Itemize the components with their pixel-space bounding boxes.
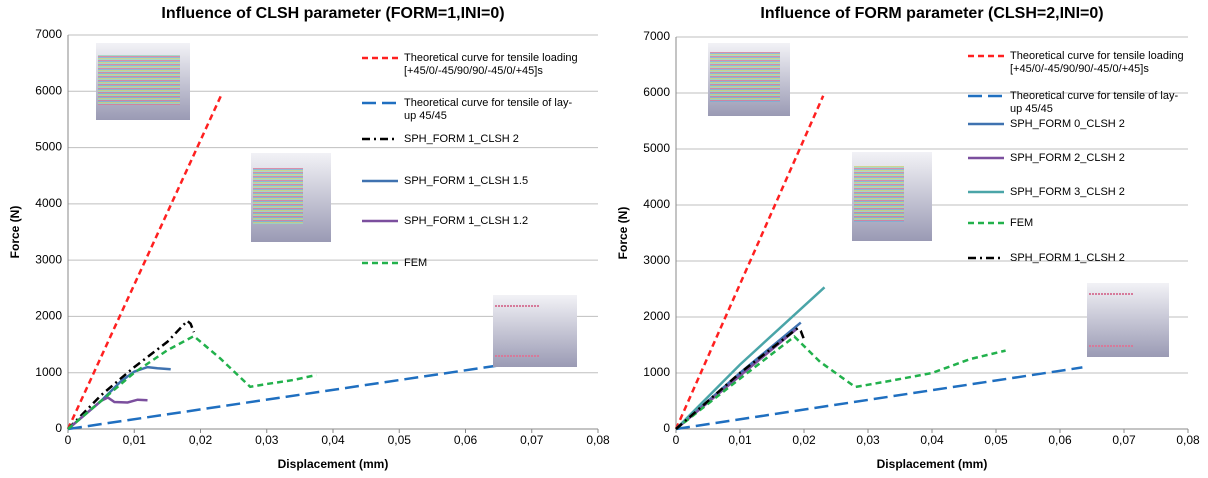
series-line: [675, 366, 1083, 431]
legend-label: FEM: [1010, 217, 1034, 229]
series-line: [66, 93, 223, 430]
legend-entry: SPH_FORM 0_CLSH 2: [1010, 118, 1125, 130]
specimen-icon: [1087, 283, 1169, 357]
y-tick-label: 4000: [643, 197, 670, 211]
legend-label: SPH_FORM 1_CLSH 2: [404, 133, 519, 145]
y-tick-label: 1000: [35, 365, 62, 379]
x-tick-label: 0,06: [454, 433, 478, 447]
x-tick-label: 0,04: [321, 433, 345, 447]
legend-label: SPH_FORM 3_CLSH 2: [1010, 186, 1125, 198]
x-axis-title: Displacement (mm): [278, 457, 389, 471]
chart: Influence of FORM parameter (CLSH=2,INI=…: [616, 5, 1200, 471]
legend-label: SPH_FORM 1_CLSH 1.2: [404, 215, 529, 227]
specimen-layers: [854, 166, 904, 222]
legend-label: SPH_FORM 2_CLSH 2: [1010, 152, 1125, 164]
x-tick-label: 0,02: [189, 433, 213, 447]
y-tick-label: 7000: [643, 29, 670, 43]
y-tick-label: 6000: [643, 85, 670, 99]
x-tick-label: 0,01: [728, 433, 752, 447]
legend-label: Theoretical curve for tensile of lay-up …: [1010, 90, 1179, 115]
x-tick-label: 0,08: [1176, 433, 1200, 447]
specimen-icons: [96, 43, 1169, 367]
legend-entry: SPH_FORM 1_CLSH 2: [1010, 252, 1125, 264]
x-axis-title: Displacement (mm): [877, 457, 988, 471]
x-tick-label: 0,03: [255, 433, 279, 447]
y-tick-label: 5000: [35, 140, 62, 154]
legend-entry: Theoretical curve for tensile loading [+…: [1010, 50, 1184, 75]
x-tick-label: 0,03: [856, 433, 880, 447]
y-tick-label: 7000: [35, 27, 62, 41]
x-tick-label: 0: [673, 433, 680, 447]
y-axis-title: Force (N): [8, 206, 22, 259]
x-tick-label: 0,04: [920, 433, 944, 447]
y-tick-label: 6000: [35, 83, 62, 97]
x-tick-label: 0,07: [520, 433, 544, 447]
series-line: [674, 95, 825, 430]
y-tick-label: 3000: [35, 252, 62, 266]
legend-entry: SPH_FORM 3_CLSH 2: [1010, 186, 1125, 198]
y-axis-title: Force (N): [616, 207, 630, 260]
x-tick-label: 0,05: [388, 433, 412, 447]
x-tick-label: 0,07: [1112, 433, 1136, 447]
legend-entry: FEM: [404, 257, 428, 269]
series-line: [67, 364, 499, 431]
legend-entry: Theoretical curve for tensile loading [+…: [404, 52, 578, 77]
legend-label: Theoretical curve for tensile of lay-up …: [404, 97, 573, 122]
y-tick-label: 2000: [35, 309, 62, 323]
legend-entry: SPH_FORM 1_CLSH 1.5: [404, 175, 529, 187]
legend-label: SPH_FORM 0_CLSH 2: [1010, 118, 1125, 130]
x-tick-label: 0,06: [1048, 433, 1072, 447]
x-tick-label: 0: [65, 433, 72, 447]
series-line: [67, 334, 317, 430]
legend-label: Theoretical curve for tensile loading [+…: [1010, 50, 1184, 75]
legend-label: FEM: [404, 257, 428, 269]
x-tick-label: 0,08: [586, 433, 610, 447]
y-tick-label: 0: [55, 421, 62, 435]
chart-title: Influence of CLSH parameter (FORM=1,INI=…: [161, 5, 504, 22]
x-tick-label: 0,01: [123, 433, 147, 447]
series-line: [675, 326, 806, 430]
series-line: [675, 286, 826, 430]
legend-label: SPH_FORM 1_CLSH 2: [1010, 252, 1125, 264]
x-tick-label: 0,02: [792, 433, 816, 447]
series-line: [67, 319, 196, 430]
legend-entry: SPH_FORM 1_CLSH 2: [404, 133, 519, 145]
y-tick-label: 4000: [35, 196, 62, 210]
y-tick-label: 3000: [643, 253, 670, 267]
series-line: [675, 334, 1006, 430]
y-tick-label: 2000: [643, 309, 670, 323]
y-tick-label: 0: [663, 421, 670, 435]
legend-entry: SPH_FORM 2_CLSH 2: [1010, 152, 1125, 164]
specimen-layers: [253, 168, 303, 224]
legend-entry: Theoretical curve for tensile of lay-up …: [404, 97, 573, 122]
x-tick-label: 0,05: [984, 433, 1008, 447]
chart-title: Influence of FORM parameter (CLSH=2,INI=…: [760, 5, 1103, 22]
specimen-layers: [98, 55, 180, 105]
chart: Influence of CLSH parameter (FORM=1,INI=…: [8, 5, 610, 471]
y-tick-label: 1000: [643, 365, 670, 379]
specimen-layers: [710, 52, 780, 102]
legend-entry: Theoretical curve for tensile of lay-up …: [1010, 90, 1179, 115]
legend-entry: SPH_FORM 1_CLSH 1.2: [404, 215, 529, 227]
legend-label: SPH_FORM 1_CLSH 1.5: [404, 175, 529, 187]
legend-label: Theoretical curve for tensile loading [+…: [404, 52, 578, 77]
y-tick-label: 5000: [643, 141, 670, 155]
series-line: [67, 396, 148, 430]
legend-entry: FEM: [1010, 217, 1034, 229]
